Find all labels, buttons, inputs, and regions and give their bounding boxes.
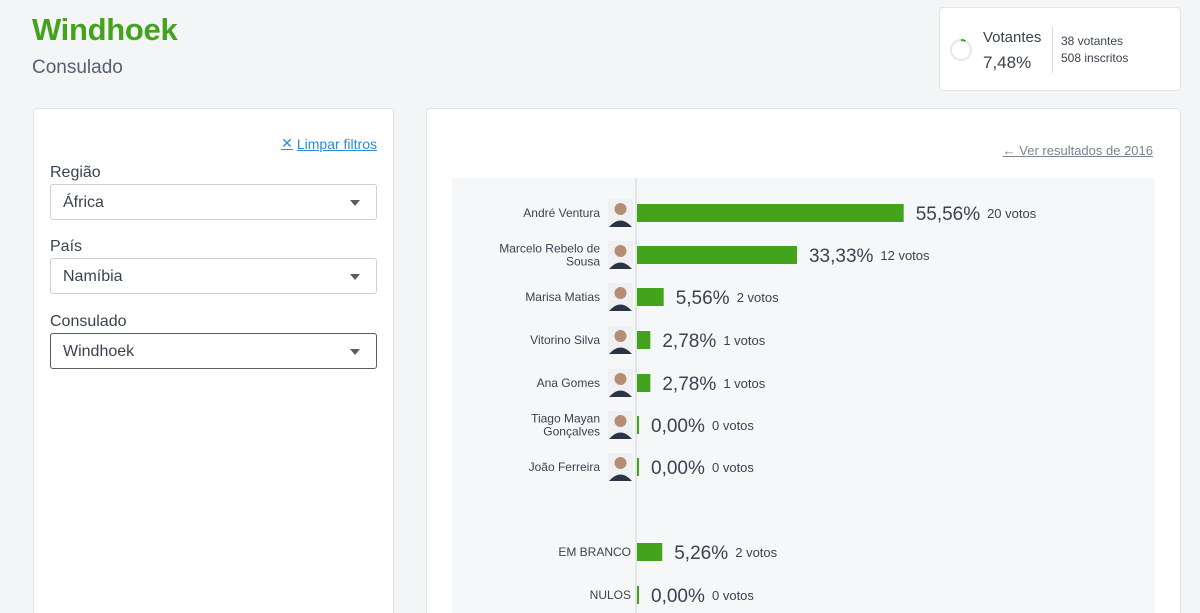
turnout-label: Votantes	[983, 29, 1042, 46]
votes-label: 0 votos	[712, 588, 754, 603]
votes-label: 0 votos	[712, 418, 754, 433]
consulado-value: Windhoek	[63, 343, 135, 360]
candidate-label: NULOS	[590, 588, 631, 602]
turnout-inscritos: 508 inscritos	[1061, 51, 1129, 65]
turnout-votantes: 38 votantes	[1061, 34, 1124, 48]
percent-label: 0,00%	[651, 586, 705, 607]
candidate-label: Ana Gomes	[537, 376, 600, 390]
votes-label: 2 votos	[737, 290, 779, 305]
result-bar	[637, 416, 639, 434]
consulado-select[interactable]: Windhoek	[50, 333, 377, 369]
votes-label: 1 votos	[723, 376, 765, 391]
percent-label: 5,56%	[676, 288, 730, 309]
result-bar	[637, 374, 651, 392]
candidate-label: Gonçalves	[543, 425, 600, 439]
candidate-photo	[608, 283, 633, 311]
close-icon: ✕	[281, 135, 293, 151]
percent-label: 0,00%	[651, 416, 705, 437]
chevron-down-icon	[350, 349, 360, 355]
regiao-select[interactable]: África	[50, 184, 377, 220]
percent-label: 2,78%	[662, 331, 716, 352]
result-bar	[637, 288, 664, 306]
pais-label: País	[50, 238, 83, 255]
candidate-label: Tiago Mayan	[531, 412, 600, 426]
votes-label: 12 votos	[880, 248, 930, 263]
candidate-photo	[608, 411, 633, 439]
results-chart-svg: André Ventura 55,56% 20 votos Marcelo Rebel…	[499, 178, 1037, 613]
regiao-label: Região	[50, 164, 101, 181]
candidate-photo	[608, 453, 633, 481]
candidate-label: Marisa Matias	[525, 290, 600, 304]
votes-label: 0 votos	[712, 460, 754, 475]
turnout-divider	[1052, 27, 1053, 73]
page-subtitle: Consulado	[32, 57, 123, 78]
candidate-label: Sousa	[566, 255, 600, 269]
percent-label: 55,56%	[916, 204, 981, 225]
candidate-photo	[608, 326, 633, 354]
regiao-value: África	[63, 194, 104, 211]
votes-label: 20 votos	[987, 206, 1037, 221]
result-bar	[637, 246, 797, 264]
candidate-label: Marcelo Rebelo de	[499, 242, 600, 256]
chevron-down-icon	[350, 200, 360, 206]
pais-select[interactable]: Namíbia	[50, 258, 377, 294]
turnout-card: Votantes 7,48% 38 votantes 508 inscritos	[939, 7, 1181, 91]
candidate-photo	[608, 369, 633, 397]
results-chart: André Ventura 55,56% 20 votos Marcelo Rebel…	[452, 178, 1155, 613]
result-bar	[637, 331, 651, 349]
percent-label: 5,26%	[674, 543, 728, 564]
pais-value: Namíbia	[63, 268, 123, 285]
consulado-label: Consulado	[50, 313, 127, 330]
result-bar	[637, 204, 904, 222]
candidate-photo	[608, 199, 633, 227]
votes-label: 2 votos	[735, 545, 777, 560]
votes-label: 1 votos	[723, 333, 765, 348]
turnout-percent: 7,48%	[983, 53, 1032, 72]
result-bar	[637, 543, 663, 561]
filter-panel: ✕ Limpar filtros Região África País Namí…	[33, 108, 394, 613]
page-title: Windhoek	[32, 12, 178, 47]
clear-filters-link[interactable]: ✕ Limpar filtros	[281, 135, 377, 152]
candidate-label: André Ventura	[523, 206, 600, 220]
percent-label: 2,78%	[662, 374, 716, 395]
candidate-label: João Ferreira	[529, 460, 601, 474]
clear-filters-label: Limpar filtros	[296, 135, 377, 152]
chevron-down-icon	[350, 274, 360, 280]
result-bar	[637, 458, 639, 476]
results-panel: ← Ver resultados de 2016 André Ventura 55…	[426, 108, 1181, 613]
percent-label: 0,00%	[651, 458, 705, 479]
arrow-left-icon: ←	[1002, 143, 1020, 158]
previous-results-link[interactable]: ← Ver resultados de 2016	[1003, 143, 1153, 158]
previous-results-label: Ver resultados de 2016	[1019, 143, 1153, 158]
turnout-progress-ring	[950, 39, 972, 61]
candidate-label: Vitorino Silva	[530, 333, 600, 347]
result-bar	[637, 586, 639, 604]
candidate-label: EM BRANCO	[558, 545, 631, 559]
percent-label: 33,33%	[809, 246, 874, 267]
candidate-photo	[608, 241, 633, 269]
